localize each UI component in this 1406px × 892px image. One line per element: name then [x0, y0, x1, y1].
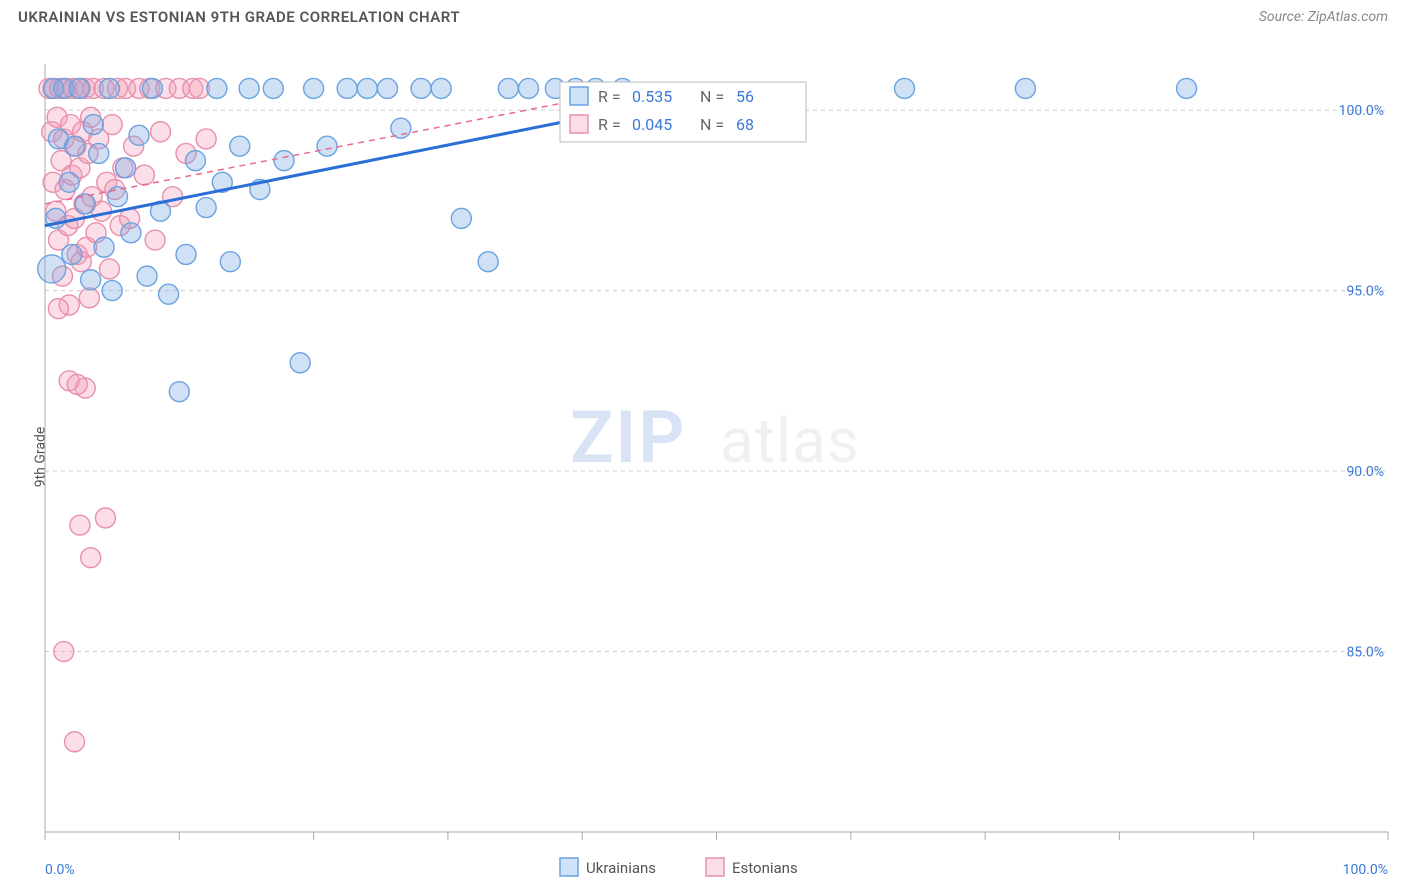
data-point-estonians	[67, 374, 87, 394]
data-point-ukrainians	[94, 237, 114, 257]
watermark-zip: ZIP	[570, 395, 686, 480]
data-point-estonians	[95, 508, 115, 528]
legend-r-label: R =	[598, 87, 621, 106]
data-point-ukrainians	[304, 78, 324, 98]
data-point-estonians	[145, 230, 165, 250]
data-point-ukrainians	[391, 118, 411, 138]
legend-n-label: N =	[700, 87, 724, 106]
data-point-estonians	[81, 548, 101, 568]
data-point-ukrainians	[99, 78, 119, 98]
data-point-estonians	[102, 115, 122, 135]
data-point-ukrainians	[159, 284, 179, 304]
legend-swatch-estonians	[570, 115, 588, 133]
data-point-estonians	[70, 515, 90, 535]
y-axis-label: 9th Grade	[32, 427, 48, 488]
chart-area: 9th Grade ZIP atlas 0.0% 100.0% 85.0% 90.0% 95…	[0, 32, 1406, 882]
y-tick-label: 85.0%	[1346, 645, 1384, 661]
data-point-estonians	[150, 122, 170, 142]
legend-n-value-ukrainians: 56	[736, 87, 754, 106]
data-point-ukrainians	[102, 281, 122, 301]
data-point-ukrainians	[176, 244, 196, 264]
data-point-ukrainians	[220, 252, 240, 272]
data-point-estonians	[48, 299, 68, 319]
data-point-ukrainians	[451, 208, 471, 228]
legend-swatch-ukrainians	[570, 87, 588, 105]
data-point-ukrainians	[411, 78, 431, 98]
data-point-ukrainians	[62, 244, 82, 264]
data-point-estonians	[99, 259, 119, 279]
data-point-estonians	[134, 165, 154, 185]
data-point-ukrainians	[207, 78, 227, 98]
legend-r-value-ukrainians: 0.535	[632, 87, 672, 106]
bottom-legend-label-estonians: Estonians	[732, 859, 798, 877]
bottom-legend-swatch-ukrainians	[560, 858, 578, 876]
data-point-ukrainians	[81, 270, 101, 290]
data-point-ukrainians	[337, 78, 357, 98]
legend-n-value-estonians: 68	[736, 115, 754, 134]
scatter-chart-svg: ZIP atlas 0.0% 100.0% 85.0% 90.0% 95.0% 100.0% R…	[0, 32, 1406, 882]
x-tick-label: 0.0%	[45, 862, 75, 878]
data-point-ukrainians	[129, 125, 149, 145]
legend-r-label: R =	[598, 115, 621, 134]
x-tick-label: 100.0%	[1343, 862, 1388, 878]
data-point-ukrainians	[317, 136, 337, 156]
data-point-ukrainians	[196, 198, 216, 218]
data-point-ukrainians	[65, 136, 85, 156]
data-point-ukrainians	[185, 151, 205, 171]
data-point-ukrainians	[377, 78, 397, 98]
data-point-ukrainians	[274, 151, 294, 171]
data-point-ukrainians	[38, 255, 66, 283]
data-point-ukrainians	[137, 266, 157, 286]
legend-r-value-estonians: 0.045	[632, 115, 672, 134]
data-point-ukrainians	[59, 172, 79, 192]
y-tick-label: 100.0%	[1339, 103, 1384, 119]
data-point-ukrainians	[895, 78, 915, 98]
data-point-ukrainians	[357, 78, 377, 98]
correlation-legend-box	[560, 82, 806, 142]
data-point-ukrainians	[116, 158, 136, 178]
data-point-estonians	[54, 642, 74, 662]
data-point-ukrainians	[478, 252, 498, 272]
data-point-ukrainians	[498, 78, 518, 98]
data-point-ukrainians	[70, 78, 90, 98]
data-point-ukrainians	[239, 78, 259, 98]
data-point-ukrainians	[1177, 78, 1197, 98]
data-point-ukrainians	[431, 78, 451, 98]
bottom-legend-label-ukrainians: Ukrainians	[586, 859, 656, 877]
source-attribution: Source: ZipAtlas.com	[1259, 9, 1388, 25]
data-point-estonians	[65, 732, 85, 752]
data-point-ukrainians	[230, 136, 250, 156]
chart-title: UKRAINIAN VS ESTONIAN 9TH GRADE CORRELAT…	[18, 8, 460, 26]
data-point-ukrainians	[518, 78, 538, 98]
data-point-ukrainians	[83, 115, 103, 135]
data-point-ukrainians	[142, 78, 162, 98]
data-point-estonians	[79, 288, 99, 308]
bottom-legend-swatch-estonians	[706, 858, 724, 876]
data-point-ukrainians	[1015, 78, 1035, 98]
y-tick-label: 90.0%	[1346, 464, 1384, 480]
data-point-ukrainians	[290, 353, 310, 373]
data-point-ukrainians	[89, 143, 109, 163]
legend-n-label: N =	[700, 115, 724, 134]
data-point-ukrainians	[263, 78, 283, 98]
data-point-estonians	[196, 129, 216, 149]
y-tick-label: 95.0%	[1346, 284, 1384, 300]
data-point-ukrainians	[169, 382, 189, 402]
watermark-atlas: atlas	[720, 405, 860, 478]
data-point-ukrainians	[108, 187, 128, 207]
data-point-ukrainians	[121, 223, 141, 243]
